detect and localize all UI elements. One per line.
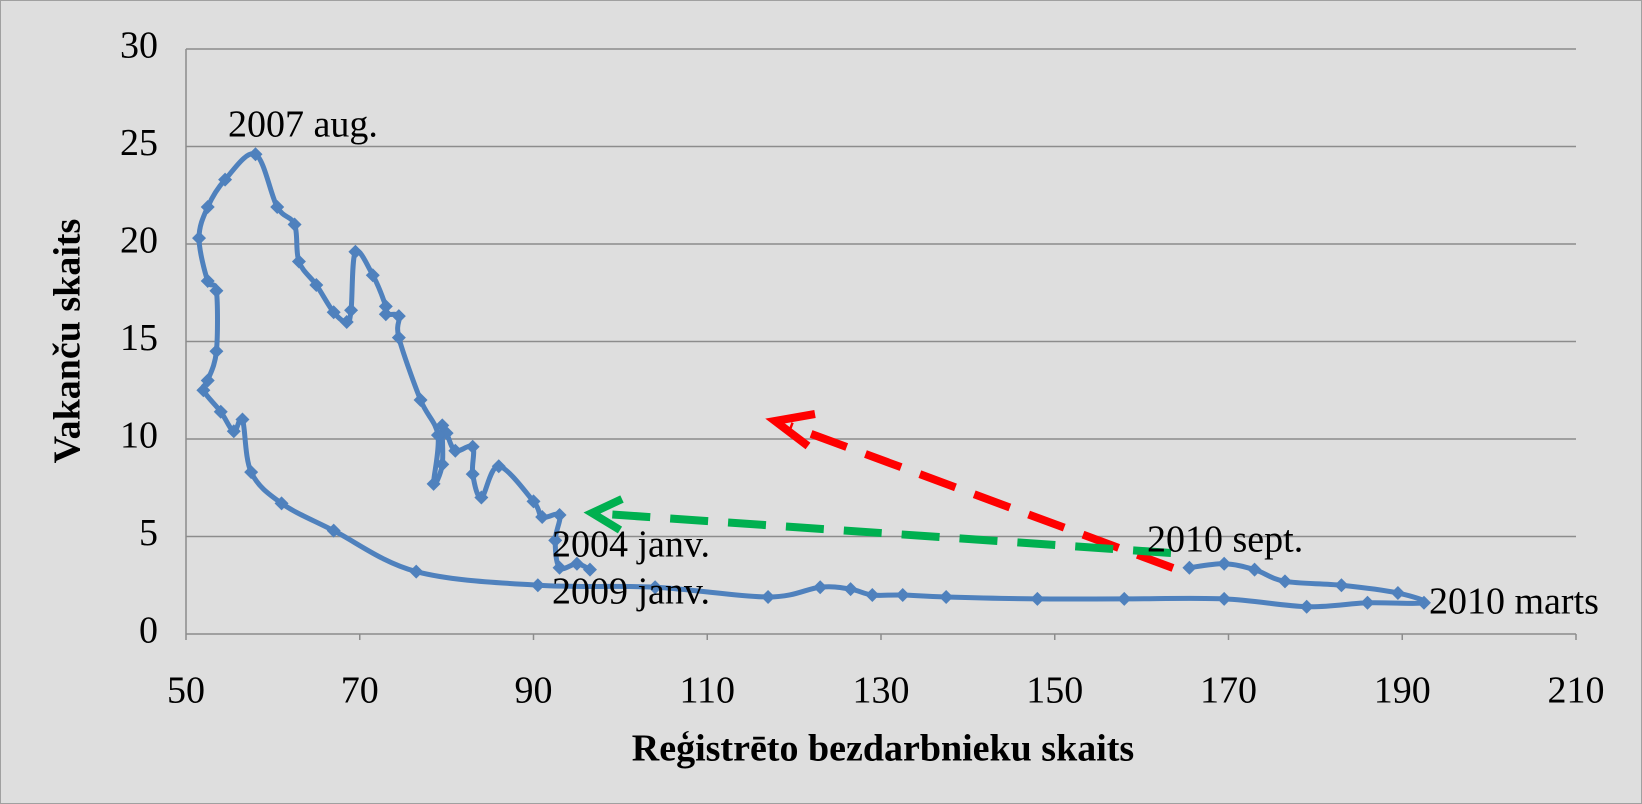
point bbox=[326, 523, 341, 538]
point bbox=[235, 412, 250, 427]
point bbox=[1416, 595, 1431, 610]
point bbox=[526, 494, 541, 509]
point bbox=[648, 580, 663, 595]
x-tick-label: 90 bbox=[515, 670, 553, 712]
point bbox=[435, 457, 450, 472]
point bbox=[192, 231, 207, 246]
annotation: 2009 janv. bbox=[552, 571, 710, 613]
point bbox=[344, 303, 359, 318]
point bbox=[200, 274, 215, 289]
point bbox=[196, 383, 211, 398]
point bbox=[1299, 599, 1314, 614]
point bbox=[1117, 591, 1132, 606]
plot bbox=[192, 147, 1431, 614]
x-tick-label: 150 bbox=[1026, 670, 1083, 712]
y-tick-label: 25 bbox=[120, 122, 158, 164]
y-tick-label: 20 bbox=[120, 220, 158, 262]
arrows bbox=[583, 410, 1175, 572]
point bbox=[348, 244, 363, 259]
point bbox=[435, 418, 450, 433]
annotation: 2004 janv. bbox=[552, 524, 710, 566]
point bbox=[226, 424, 241, 439]
y-tick-label: 15 bbox=[120, 317, 158, 359]
point bbox=[274, 496, 289, 511]
x-tick-label: 190 bbox=[1374, 670, 1431, 712]
point bbox=[218, 172, 233, 187]
point bbox=[530, 578, 545, 593]
point bbox=[287, 217, 302, 232]
point bbox=[465, 439, 480, 454]
x-tick-label: 210 bbox=[1548, 670, 1605, 712]
point bbox=[270, 199, 285, 214]
x-tick-label: 130 bbox=[853, 670, 910, 712]
x-tick-label: 110 bbox=[679, 670, 735, 712]
y-tick-label: 10 bbox=[120, 415, 158, 457]
grid: 0 5 10 15 20 25 30 50 70 90 110 130 150 170 190 210 bbox=[120, 25, 1605, 712]
annotation: 2010 sept. bbox=[1147, 519, 1303, 561]
point bbox=[569, 556, 584, 571]
x-axis-title: Reģistrēto bezdarbnieku skaits bbox=[632, 728, 1134, 770]
point bbox=[1390, 586, 1405, 601]
point bbox=[491, 459, 506, 474]
x-tick-label: 170 bbox=[1200, 670, 1257, 712]
point bbox=[391, 330, 406, 345]
point bbox=[1217, 591, 1232, 606]
point bbox=[430, 428, 445, 443]
point bbox=[1277, 574, 1292, 589]
y-tick-label: 5 bbox=[139, 512, 158, 554]
point bbox=[865, 588, 880, 602]
point bbox=[552, 508, 567, 523]
point bbox=[209, 283, 224, 298]
point bbox=[209, 344, 224, 359]
y-tick-label: 0 bbox=[139, 610, 158, 652]
point bbox=[413, 393, 428, 407]
point bbox=[339, 315, 354, 329]
point bbox=[1247, 562, 1262, 577]
point bbox=[378, 307, 393, 322]
point bbox=[895, 588, 910, 602]
point bbox=[761, 589, 776, 604]
annotation: 2010 marts bbox=[1429, 581, 1599, 623]
x-tick-label: 50 bbox=[167, 670, 205, 712]
point bbox=[535, 510, 550, 524]
point bbox=[1030, 591, 1045, 606]
point bbox=[426, 476, 441, 491]
point bbox=[552, 560, 567, 575]
green-arrow bbox=[604, 510, 1172, 557]
point bbox=[378, 299, 393, 314]
annotation: 2007 aug. bbox=[228, 104, 378, 146]
point bbox=[391, 309, 406, 324]
point bbox=[365, 268, 380, 283]
point bbox=[939, 589, 954, 604]
point bbox=[813, 580, 828, 595]
point bbox=[244, 465, 259, 480]
point bbox=[200, 199, 215, 214]
green-arrowhead bbox=[583, 495, 624, 534]
point bbox=[309, 277, 324, 292]
point bbox=[448, 443, 463, 458]
point bbox=[213, 404, 228, 419]
point bbox=[1360, 595, 1375, 610]
point bbox=[465, 467, 480, 482]
red-arrowhead bbox=[765, 410, 816, 450]
point bbox=[326, 305, 341, 320]
point bbox=[409, 564, 424, 579]
point bbox=[582, 562, 597, 577]
point bbox=[200, 373, 215, 388]
point bbox=[1182, 560, 1197, 575]
red-arrow bbox=[788, 422, 1175, 572]
point bbox=[843, 582, 858, 597]
point bbox=[1334, 578, 1349, 593]
y-tick-label: 30 bbox=[120, 25, 158, 67]
point bbox=[1217, 556, 1232, 571]
y-axis-title: Vakanču skaits bbox=[47, 219, 89, 464]
point bbox=[548, 533, 563, 548]
point bbox=[474, 490, 489, 505]
point bbox=[291, 254, 306, 269]
point bbox=[248, 147, 263, 162]
x-tick-label: 70 bbox=[341, 670, 379, 712]
